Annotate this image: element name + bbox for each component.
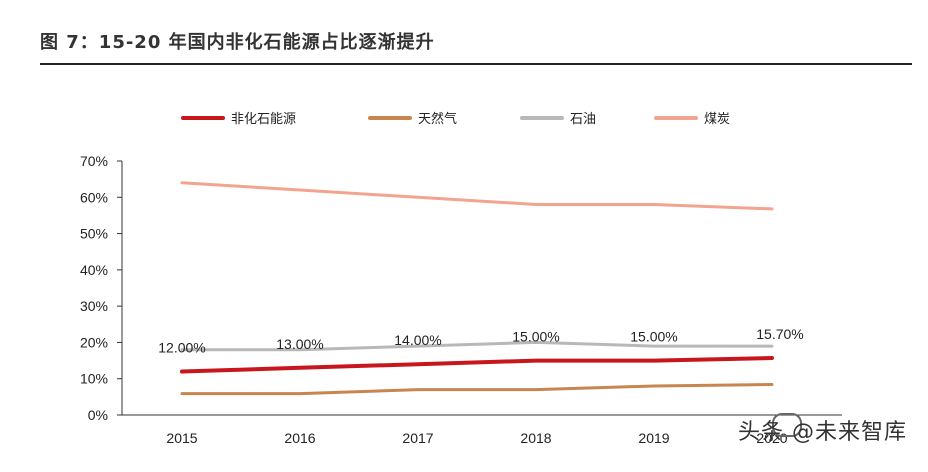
y-tick-label: 0%	[88, 407, 108, 423]
data-labels: 12.00% 13.00% 14.00% 15.00% 15.00% 15.70%	[158, 326, 803, 355]
legend-label: 煤炭	[704, 112, 730, 127]
y-tick-label: 50%	[80, 226, 108, 242]
figure-title: 图 7：15-20 年国内非化石能源占比逐渐提升	[40, 32, 435, 53]
series-lines	[180, 181, 774, 396]
watermark: 头条 @未来智库	[738, 420, 907, 445]
data-label: 13.00%	[276, 336, 323, 352]
y-tick-label: 70%	[80, 153, 108, 169]
x-tick-label: 2018	[520, 430, 551, 446]
series-line-4	[180, 181, 774, 211]
y-tick-label: 10%	[80, 371, 108, 387]
series-line-3	[180, 340, 774, 352]
watermark-logo-icon	[772, 413, 802, 437]
data-label: 12.00%	[158, 339, 205, 355]
legend-label: 石油	[570, 112, 596, 127]
x-tick-label: 2016	[284, 430, 315, 446]
x-tick-label: 2019	[638, 430, 669, 446]
data-label: 14.00%	[394, 332, 441, 348]
x-axis: 2015 2016 2017 2018 2019 2020	[122, 414, 842, 446]
title-divider	[40, 63, 912, 65]
y-tick-label: 20%	[80, 334, 108, 350]
x-tick-label: 2017	[402, 430, 433, 446]
legend-label: 天然气	[418, 111, 457, 127]
y-axis: 0% 10% 20% 30% 40% 50% 60% 70%	[80, 153, 123, 423]
y-tick-label: 40%	[80, 262, 108, 278]
data-label: 15.00%	[512, 329, 559, 345]
y-tick-label: 60%	[80, 189, 108, 205]
x-tick-label: 2015	[166, 430, 197, 446]
series-line-1	[180, 356, 774, 374]
legend: 非化石能源 天然气 石油 煤炭	[181, 111, 730, 127]
data-label: 15.00%	[630, 329, 677, 345]
data-label: 15.70%	[756, 326, 803, 342]
legend-label: 非化石能源	[231, 112, 296, 127]
y-tick-label: 30%	[80, 298, 108, 314]
series-line-2	[180, 383, 774, 396]
